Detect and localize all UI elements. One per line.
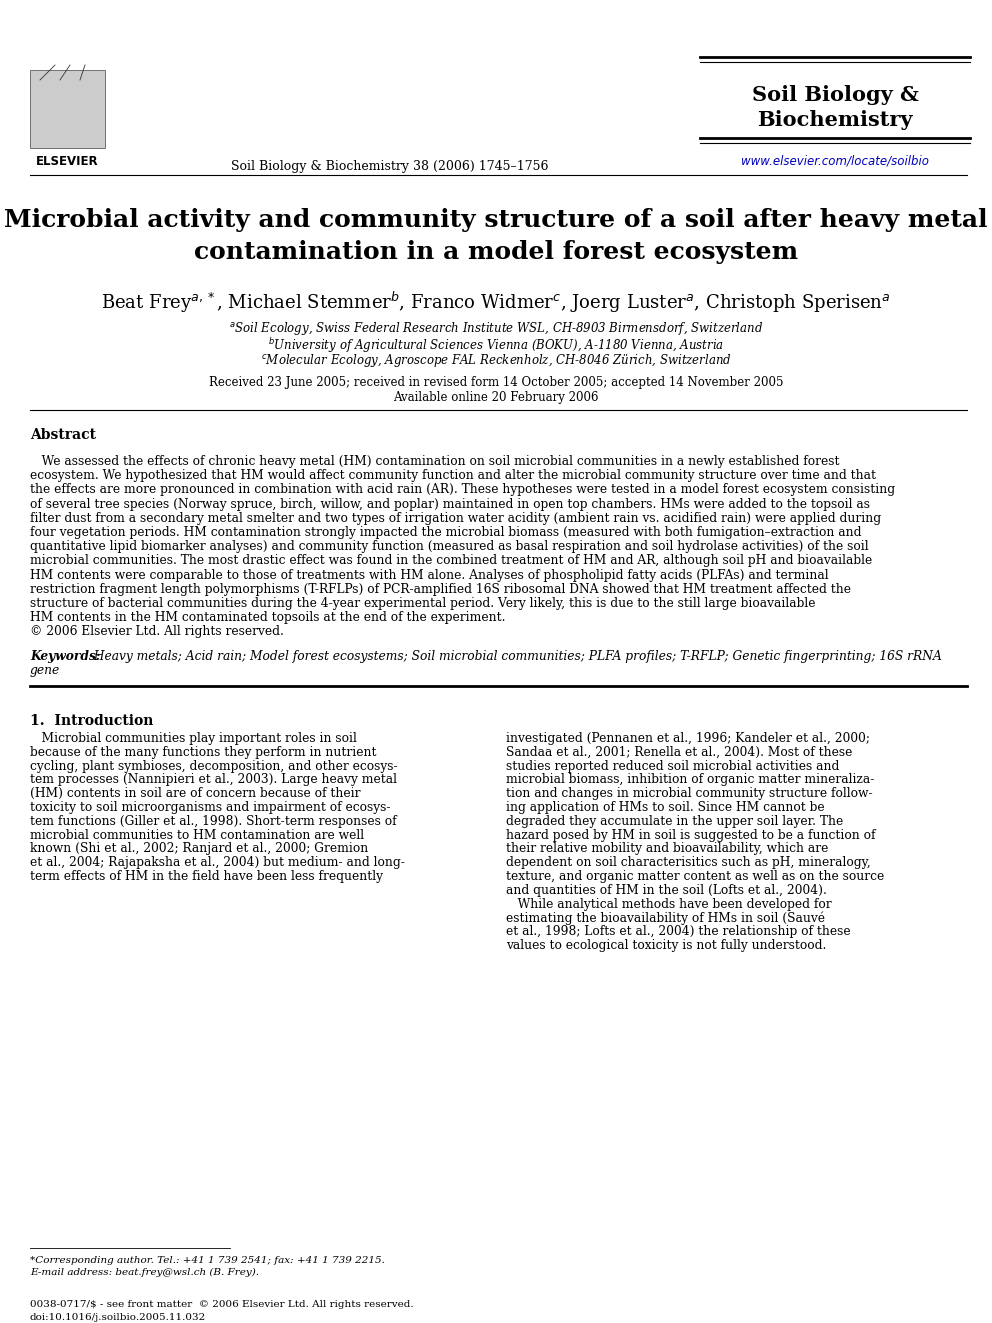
Text: Sandaa et al., 2001; Renella et al., 2004). Most of these: Sandaa et al., 2001; Renella et al., 200…: [506, 746, 852, 759]
Text: microbial biomass, inhibition of organic matter mineraliza-: microbial biomass, inhibition of organic…: [506, 774, 874, 786]
Text: 1.  Introduction: 1. Introduction: [30, 714, 154, 728]
Text: E-mail address: beat.frey@wsl.ch (B. Frey).: E-mail address: beat.frey@wsl.ch (B. Fre…: [30, 1267, 259, 1277]
Text: term effects of HM in the field have been less frequently: term effects of HM in the field have bee…: [30, 871, 383, 882]
Text: et al., 1998; Lofts et al., 2004) the relationship of these: et al., 1998; Lofts et al., 2004) the re…: [506, 925, 850, 938]
Text: Microbial communities play important roles in soil: Microbial communities play important rol…: [30, 732, 357, 745]
Text: studies reported reduced soil microbial activities and: studies reported reduced soil microbial …: [506, 759, 839, 773]
Text: contamination in a model forest ecosystem: contamination in a model forest ecosyste…: [194, 239, 798, 265]
Text: Microbial activity and community structure of a soil after heavy metal: Microbial activity and community structu…: [4, 208, 988, 232]
Text: et al., 2004; Rajapaksha et al., 2004) but medium- and long-: et al., 2004; Rajapaksha et al., 2004) b…: [30, 856, 405, 869]
Text: www.elsevier.com/locate/soilbio: www.elsevier.com/locate/soilbio: [741, 155, 929, 168]
Text: degraded they accumulate in the upper soil layer. The: degraded they accumulate in the upper so…: [506, 815, 843, 828]
Text: toxicity to soil microorganisms and impairment of ecosys-: toxicity to soil microorganisms and impa…: [30, 800, 391, 814]
Text: Beat Frey$^{a,*}$, Michael Stemmer$^{b}$, Franco Widmer$^{c}$, Joerg Luster$^{a}: Beat Frey$^{a,*}$, Michael Stemmer$^{b}$…: [101, 290, 891, 315]
Text: $^{c}$Molecular Ecology, Agroscope FAL Reckenholz, CH-8046 Zürich, Switzerland: $^{c}$Molecular Ecology, Agroscope FAL R…: [261, 352, 731, 369]
Text: (HM) contents in soil are of concern because of their: (HM) contents in soil are of concern bec…: [30, 787, 360, 800]
Text: microbial communities to HM contamination are well: microbial communities to HM contaminatio…: [30, 828, 364, 841]
Text: filter dust from a secondary metal smelter and two types of irrigation water aci: filter dust from a secondary metal smelt…: [30, 512, 881, 525]
Text: 0038-0717/$ - see front matter  © 2006 Elsevier Ltd. All rights reserved.: 0038-0717/$ - see front matter © 2006 El…: [30, 1301, 414, 1308]
Text: HM contents were comparable to those of treatments with HM alone. Analyses of ph: HM contents were comparable to those of …: [30, 569, 828, 582]
Text: hazard posed by HM in soil is suggested to be a function of: hazard posed by HM in soil is suggested …: [506, 828, 876, 841]
Text: ELSEVIER: ELSEVIER: [36, 155, 98, 168]
Text: Soil Biology &: Soil Biology &: [752, 85, 919, 105]
Text: Received 23 June 2005; received in revised form 14 October 2005; accepted 14 Nov: Received 23 June 2005; received in revis…: [208, 376, 784, 389]
Text: While analytical methods have been developed for: While analytical methods have been devel…: [506, 897, 831, 910]
Text: Abstract: Abstract: [30, 429, 96, 442]
Text: cycling, plant symbioses, decomposition, and other ecosys-: cycling, plant symbioses, decomposition,…: [30, 759, 398, 773]
Text: tion and changes in microbial community structure follow-: tion and changes in microbial community …: [506, 787, 873, 800]
Text: tem functions (Giller et al., 1998). Short-term responses of: tem functions (Giller et al., 1998). Sho…: [30, 815, 397, 828]
Text: *Corresponding author. Tel.: +41 1 739 2541; fax: +41 1 739 2215.: *Corresponding author. Tel.: +41 1 739 2…: [30, 1256, 385, 1265]
Text: Heavy metals; Acid rain; Model forest ecosystems; Soil microbial communities; PL: Heavy metals; Acid rain; Model forest ec…: [90, 650, 941, 663]
Text: microbial communities. The most drastic effect was found in the combined treatme: microbial communities. The most drastic …: [30, 554, 872, 568]
Text: estimating the bioavailability of HMs in soil (Sauvé: estimating the bioavailability of HMs in…: [506, 912, 825, 925]
Text: their relative mobility and bioavailability, which are: their relative mobility and bioavailabil…: [506, 843, 828, 856]
Text: dependent on soil characterisitics such as pH, mineralogy,: dependent on soil characterisitics such …: [506, 856, 871, 869]
Text: doi:10.1016/j.soilbio.2005.11.032: doi:10.1016/j.soilbio.2005.11.032: [30, 1312, 206, 1322]
Text: ing application of HMs to soil. Since HM cannot be: ing application of HMs to soil. Since HM…: [506, 800, 824, 814]
Text: of several tree species (Norway spruce, birch, willow, and poplar) maintained in: of several tree species (Norway spruce, …: [30, 497, 870, 511]
Text: $^{b}$University of Agricultural Sciences Vienna (BOKU), A-1180 Vienna, Austria: $^{b}$University of Agricultural Science…: [268, 336, 724, 355]
Text: Available online 20 February 2006: Available online 20 February 2006: [393, 392, 599, 404]
Text: investigated (Pennanen et al., 1996; Kandeler et al., 2000;: investigated (Pennanen et al., 1996; Kan…: [506, 732, 870, 745]
Text: We assessed the effects of chronic heavy metal (HM) contamination on soil microb: We assessed the effects of chronic heavy…: [30, 455, 839, 468]
Text: Keywords:: Keywords:: [30, 650, 100, 663]
Text: HM contents in the HM contaminated topsoils at the end of the experiment.: HM contents in the HM contaminated topso…: [30, 611, 506, 624]
Text: values to ecological toxicity is not fully understood.: values to ecological toxicity is not ful…: [506, 939, 826, 953]
Text: Soil Biology & Biochemistry 38 (2006) 1745–1756: Soil Biology & Biochemistry 38 (2006) 17…: [231, 160, 549, 173]
Text: © 2006 Elsevier Ltd. All rights reserved.: © 2006 Elsevier Ltd. All rights reserved…: [30, 626, 284, 639]
Text: Biochemistry: Biochemistry: [757, 110, 913, 130]
Text: tem processes (Nannipieri et al., 2003). Large heavy metal: tem processes (Nannipieri et al., 2003).…: [30, 774, 397, 786]
Text: four vegetation periods. HM contamination strongly impacted the microbial biomas: four vegetation periods. HM contaminatio…: [30, 527, 861, 538]
Text: and quantities of HM in the soil (Lofts et al., 2004).: and quantities of HM in the soil (Lofts …: [506, 884, 827, 897]
Text: $^{a}$Soil Ecology, Swiss Federal Research Institute WSL, CH-8903 Birmensdorf, S: $^{a}$Soil Ecology, Swiss Federal Resear…: [229, 320, 763, 337]
Text: structure of bacterial communities during the 4-year experimental period. Very l: structure of bacterial communities durin…: [30, 597, 815, 610]
Text: restriction fragment length polymorphisms (T-RFLPs) of PCR-amplified 16S ribosom: restriction fragment length polymorphism…: [30, 583, 851, 595]
Text: ecosystem. We hypothesized that HM would affect community function and alter the: ecosystem. We hypothesized that HM would…: [30, 470, 876, 482]
Text: known (Shi et al., 2002; Ranjard et al., 2000; Gremion: known (Shi et al., 2002; Ranjard et al.,…: [30, 843, 368, 856]
Text: texture, and organic matter content as well as on the source: texture, and organic matter content as w…: [506, 871, 884, 882]
Bar: [30, 70, 105, 148]
Text: because of the many functions they perform in nutrient: because of the many functions they perfo…: [30, 746, 377, 759]
Text: gene: gene: [30, 664, 61, 677]
Text: the effects are more pronounced in combination with acid rain (AR). These hypoth: the effects are more pronounced in combi…: [30, 483, 895, 496]
Text: quantitative lipid biomarker analyses) and community function (measured as basal: quantitative lipid biomarker analyses) a…: [30, 540, 869, 553]
